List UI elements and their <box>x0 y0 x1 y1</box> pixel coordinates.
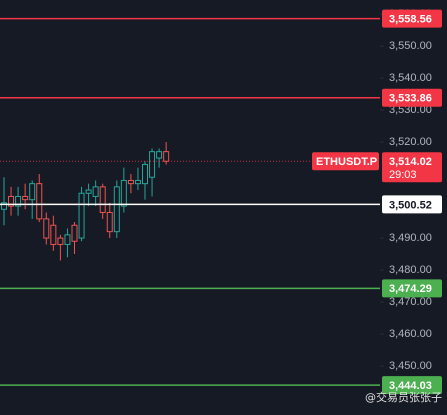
current-price-label: 3,514.02 <box>389 156 432 168</box>
price-label: 3,444.03 <box>389 380 432 392</box>
current-price-box <box>382 152 442 183</box>
y-tick-label: 3,530.00 <box>389 104 432 116</box>
candle-body <box>15 195 22 207</box>
price-label-box <box>382 376 442 395</box>
price-label-box <box>382 279 442 298</box>
candle-body <box>163 151 170 162</box>
candle-body <box>1 202 7 210</box>
watermark: @交易员张张子 <box>365 390 442 404</box>
y-tick-label: 3,450.00 <box>389 360 432 372</box>
candle-body <box>78 192 85 239</box>
y-tick-label: 3,550.00 <box>389 40 432 52</box>
candle-body <box>127 179 134 185</box>
symbol-box <box>312 152 379 171</box>
y-tick-label: 3,460.00 <box>389 328 432 340</box>
candle-body <box>50 224 57 245</box>
price-label-box <box>382 88 442 107</box>
price-label: 3,500.52 <box>389 199 432 211</box>
candle-body <box>142 163 148 185</box>
candle-body <box>22 195 29 201</box>
candle-body <box>106 211 113 233</box>
candle-body <box>149 151 156 178</box>
price-label: 3,533.86 <box>389 93 432 105</box>
price-label-box <box>382 9 442 28</box>
y-tick-label: 3,540.00 <box>389 72 432 84</box>
y-tick-label: 3,520.00 <box>389 136 432 148</box>
candle-body <box>99 186 106 213</box>
candle-body <box>156 151 163 159</box>
candle-body <box>29 183 36 201</box>
price-label: 3,474.29 <box>389 283 432 295</box>
candle-body <box>64 234 71 245</box>
y-tick-label: 3,470.00 <box>389 296 432 308</box>
candle-body <box>57 237 64 245</box>
price-label: 3,558.56 <box>389 14 432 26</box>
candle-body <box>8 195 15 207</box>
candle-body <box>36 183 43 220</box>
y-tick-label: 3,480.00 <box>389 264 432 276</box>
candle-body <box>92 186 99 197</box>
symbol-label: ETHUSDT.P <box>316 156 377 168</box>
candle-body <box>113 186 120 233</box>
countdown: 29:03 <box>389 169 417 181</box>
candle-body <box>134 179 141 185</box>
candle-body <box>71 224 78 242</box>
price-label-box <box>382 195 442 214</box>
y-tick-label: 3,490.00 <box>389 232 432 244</box>
candle-body <box>43 218 50 239</box>
candle-body <box>120 179 127 207</box>
candle-body <box>85 189 92 194</box>
